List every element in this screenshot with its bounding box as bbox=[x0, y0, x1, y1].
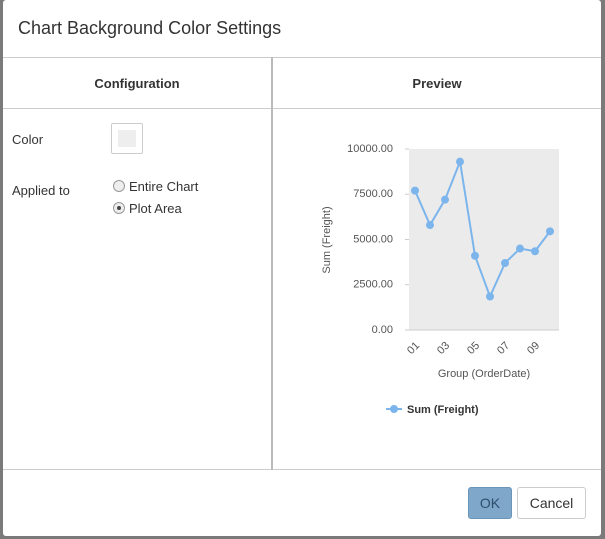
label: Color bbox=[12, 132, 44, 147]
y-tick-label: 7500.00 bbox=[353, 188, 393, 200]
color-swatch bbox=[118, 130, 136, 147]
divider bbox=[3, 469, 601, 470]
dialog-title: Chart Background Color Settings bbox=[18, 18, 282, 38]
ok-button[interactable]: OK bbox=[468, 487, 512, 519]
x-axis-title: Group (OrderDate) bbox=[438, 368, 530, 380]
x-tick-label: 03 bbox=[435, 340, 452, 357]
y-tick-label: 10000.00 bbox=[347, 143, 393, 155]
radio-dot bbox=[117, 206, 121, 210]
data-point bbox=[516, 244, 524, 253]
legend-label: Sum (Freight) bbox=[407, 404, 479, 416]
radio-selected[interactable] bbox=[113, 202, 125, 214]
divider bbox=[3, 108, 601, 109]
color-picker[interactable] bbox=[111, 123, 143, 154]
data-point bbox=[531, 247, 539, 256]
data-point bbox=[411, 186, 419, 195]
radio-label[interactable]: Entire Chart bbox=[129, 179, 199, 194]
x-tick-label: 09 bbox=[525, 340, 542, 357]
x-tick-label: 07 bbox=[495, 340, 512, 357]
y-axis-title: Sum (Freight) bbox=[321, 206, 333, 273]
y-tick-label: 0.00 bbox=[372, 324, 393, 336]
column-header: Preview bbox=[412, 76, 462, 91]
data-point bbox=[456, 157, 464, 166]
data-point bbox=[426, 221, 434, 230]
label: Applied to bbox=[12, 183, 70, 198]
plot-area bbox=[409, 149, 559, 330]
y-tick-label: 5000.00 bbox=[353, 233, 393, 245]
data-point bbox=[486, 292, 494, 301]
legend-marker bbox=[390, 405, 398, 413]
column-header: Configuration bbox=[94, 76, 180, 91]
x-tick-label: 05 bbox=[465, 340, 482, 357]
radio-label[interactable]: Plot Area bbox=[129, 201, 182, 216]
series-line bbox=[414, 157, 551, 300]
data-point bbox=[501, 259, 509, 268]
cancel-button[interactable]: Cancel bbox=[517, 487, 586, 519]
y-tick-label: 2500.00 bbox=[353, 279, 393, 291]
radio[interactable] bbox=[113, 180, 125, 192]
divider bbox=[3, 57, 601, 58]
divider bbox=[271, 57, 273, 470]
data-point bbox=[441, 195, 449, 204]
x-tick-label: 01 bbox=[405, 340, 422, 357]
data-point bbox=[471, 251, 479, 260]
data-point bbox=[546, 227, 554, 236]
